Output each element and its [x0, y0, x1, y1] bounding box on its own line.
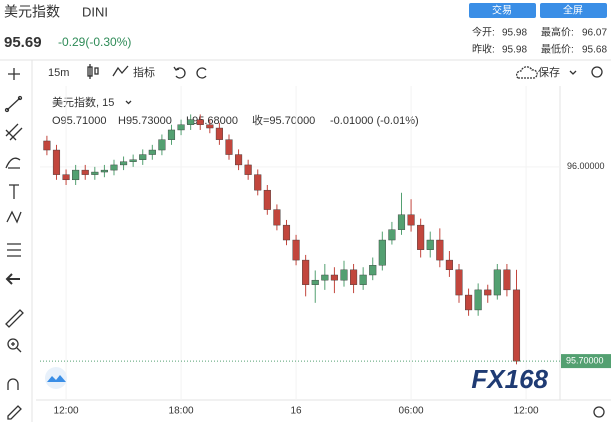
candle-body [302, 259, 310, 285]
stat-value: 96.07 [582, 28, 607, 39]
logo-badge [45, 367, 67, 389]
axis-settings-icon[interactable] [593, 406, 605, 418]
candle-body [369, 265, 377, 276]
candle-body [158, 139, 166, 151]
x-tick-label: 06:00 [399, 406, 424, 417]
candle-body [455, 269, 463, 296]
trade-button-label[interactable]: 交易 [492, 4, 512, 17]
settings-icon[interactable] [591, 66, 603, 78]
y-tick-label: 96.00000 [567, 161, 605, 171]
candle-body [417, 224, 425, 250]
save[interactable]: 保存 [538, 65, 560, 79]
candle-body [263, 189, 271, 210]
legend-close: 收=95.70000 [252, 113, 315, 127]
candle-body [292, 239, 300, 261]
drawing-tools[interactable] [4, 68, 24, 420]
candle-body [244, 164, 252, 175]
legend-high: H95.73000 [118, 115, 172, 127]
candle-body [436, 239, 444, 261]
stat-value: 95.98 [502, 28, 527, 39]
candle-body [43, 140, 51, 151]
candle-body [407, 214, 415, 226]
last-price-label: 95.70000 [566, 355, 604, 365]
watermark: FX168 [471, 364, 548, 394]
candle-body [100, 169, 108, 173]
candle-body [388, 229, 396, 241]
candle-body [465, 294, 473, 311]
candle-body [225, 139, 233, 155]
candle-body [206, 124, 214, 129]
candle-body [91, 171, 99, 175]
title: 美元指数 [4, 4, 60, 20]
change: -0.29(-0.30%) [58, 35, 131, 49]
trade-button[interactable] [469, 3, 536, 18]
stat-label: 最高价: [541, 26, 574, 39]
candle-body [254, 174, 262, 191]
candle-body [167, 129, 176, 140]
candle-body [350, 269, 358, 285]
last-price-box [561, 354, 611, 369]
candle-body [215, 127, 223, 140]
x-tick-label: 16 [291, 406, 303, 417]
price: 95.69 [4, 34, 42, 51]
legend-open: O95.71000 [52, 115, 106, 127]
indicators[interactable]: 指标 [133, 65, 155, 79]
candle-body [62, 174, 70, 181]
candle-body [397, 214, 406, 230]
stat-value: 95.98 [502, 45, 527, 56]
candle-body [378, 239, 386, 266]
candle-body [129, 159, 137, 162]
stat-label: 最低价: [541, 43, 574, 56]
candle-body [359, 274, 367, 285]
interval[interactable]: 15m [48, 67, 69, 79]
candle-body [340, 269, 348, 281]
candle-body [52, 149, 61, 175]
candle-body [148, 149, 156, 155]
candle-body [187, 119, 195, 125]
candle-body [426, 239, 434, 250]
x-tick-label: 12:00 [54, 406, 79, 417]
candle-body [196, 119, 204, 125]
candle-body [72, 169, 80, 181]
candle-body [484, 289, 492, 296]
legend-change: -0.01000 (-0.01%) [330, 115, 419, 127]
fullscreen-button[interactable] [540, 3, 607, 18]
cloud-icon[interactable] [516, 66, 538, 79]
candle-body [235, 154, 243, 166]
undo-icon[interactable] [173, 66, 186, 79]
candle-body [273, 209, 281, 226]
candle-body [311, 279, 319, 285]
candle-body [139, 154, 147, 160]
candle-body [493, 269, 501, 296]
fullscreen-button-label[interactable]: 全屏 [563, 4, 583, 17]
candle-body [110, 164, 118, 171]
symbol: DINI [82, 4, 108, 19]
candle-body [81, 169, 89, 175]
candle-body [321, 274, 329, 281]
candle-body [474, 289, 482, 311]
stat-label: 今开: [472, 26, 495, 39]
x-tick-label: 12:00 [514, 406, 539, 417]
candle-body [445, 259, 453, 271]
x-tick-label: 18:00 [169, 406, 194, 417]
save-dropdown[interactable] [569, 70, 577, 75]
candle-body [177, 124, 185, 131]
candle-body [512, 289, 521, 362]
candle-icon[interactable] [87, 64, 99, 79]
stat-label: 昨收: [472, 43, 495, 56]
plot: 12:00 18:00 16 06:00 12:00 96.00000 95.70000 [40, 86, 611, 417]
candle-body [120, 161, 128, 166]
indicator-icon[interactable] [112, 65, 129, 77]
legend-dropdown[interactable] [125, 100, 132, 105]
candle-body [282, 224, 291, 241]
candle-body [330, 274, 338, 281]
stat-value: 95.68 [582, 45, 607, 56]
candle-body [503, 269, 511, 291]
legend-name: 美元指数, 15 [52, 95, 114, 109]
redo-icon[interactable] [196, 67, 207, 79]
